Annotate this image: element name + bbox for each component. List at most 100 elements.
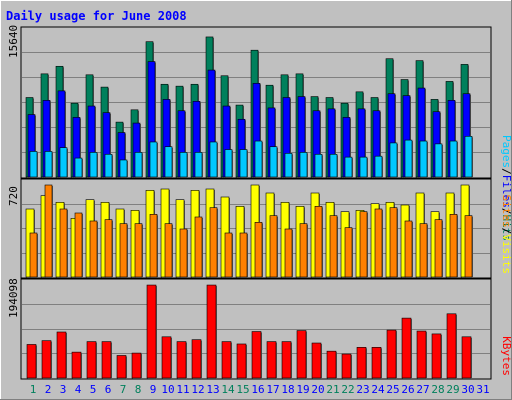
pages-bar-day-27 (419, 140, 428, 178)
kbytes-bar-day-8 (131, 352, 142, 379)
kbytes-bar-day-24 (371, 347, 382, 379)
pages-bar-day-12 (194, 152, 203, 178)
x-tick-label-day-2: 2 (45, 383, 52, 396)
pages-bar-day-3 (59, 147, 68, 178)
pages-bar-day-18 (284, 153, 293, 178)
x-tick-label-day-9: 9 (150, 383, 157, 396)
sites-bar-day-10 (164, 223, 173, 278)
sites-bar-day-20 (314, 206, 323, 278)
kbytes-bar-day-5 (86, 341, 97, 379)
x-tick-label-day-1: 1 (30, 383, 37, 396)
pages-bar-day-15 (239, 149, 248, 178)
sites-bar-day-13 (209, 207, 218, 278)
pages-bar-day-21 (329, 153, 338, 178)
x-tick-label-day-25: 25 (386, 383, 399, 396)
panel-hits (20, 26, 492, 179)
ylabel-hits-files: Files (500, 175, 512, 208)
pages-bar-day-8 (134, 152, 143, 178)
sites-bar-day-1 (29, 232, 38, 278)
sites-bar-day-7 (119, 223, 128, 278)
pages-bar-day-11 (179, 152, 188, 178)
x-tick-labels: 1 2 3 4 5 6 7 8 9 10 11 12 13 14 15 16 17 18 19 20 21 22 23 24 2… (30, 383, 490, 396)
pages-bar-day-22 (344, 156, 353, 178)
kbytes-bar-day-4 (71, 351, 82, 379)
kbytes-bar-day-23 (356, 347, 367, 379)
sites-bar-day-14 (224, 232, 233, 278)
x-tick-label-day-7: 7 (120, 383, 127, 396)
pages-bar-day-5 (89, 152, 98, 178)
x-tick-label-day-26: 26 (401, 383, 414, 396)
sites-bar-day-22 (344, 227, 353, 278)
kbytes-bar-day-27 (416, 330, 427, 379)
sites-bar-day-12 (194, 216, 203, 278)
x-tick-label-day-21: 21 (326, 383, 339, 396)
pages-bar-day-26 (404, 139, 413, 178)
kbytes-bar-day-13 (206, 284, 217, 379)
ylabel-visits-visits: Visits (500, 234, 512, 274)
sites-bar-day-11 (179, 228, 188, 278)
kbytes-bar-day-29 (446, 313, 457, 379)
sites-bar-day-26 (404, 220, 413, 278)
x-tick-label-day-13: 13 (206, 383, 219, 396)
kbytes-bar-day-20 (311, 342, 322, 379)
kbytes-bar-day-10 (161, 336, 172, 379)
pages-bar-day-23 (359, 156, 368, 178)
pages-bar-day-13 (209, 141, 218, 178)
sites-bar-day-17 (269, 215, 278, 278)
ylabel-hits-slash-1: / (500, 168, 512, 175)
pages-bar-day-25 (389, 142, 398, 178)
kbytes-bar-day-11 (176, 341, 187, 379)
sites-bar-day-30 (464, 215, 473, 278)
sites-bar-day-23 (359, 211, 368, 278)
y-tick-label-visits: 720 (7, 186, 20, 206)
sites-bar-day-6 (104, 219, 113, 278)
sites-bar-day-4 (74, 212, 83, 278)
ylabel-kbytes: KBytes (500, 336, 512, 376)
kbytes-bar-day-26 (401, 317, 412, 379)
x-tick-label-day-28: 28 (431, 383, 444, 396)
ylabel-kbytes-text: KBytes (500, 336, 512, 376)
x-tick-label-day-18: 18 (281, 383, 294, 396)
pages-bar-day-14 (224, 149, 233, 178)
chart-title: Daily usage for June 2008 (6, 9, 187, 23)
sites-bar-day-2 (44, 184, 53, 278)
sites-bar-day-28 (434, 219, 443, 278)
ylabel-hits: Pages/Files/Hits (500, 135, 512, 241)
pages-bar-day-6 (104, 153, 113, 178)
sites-bar-day-25 (389, 207, 398, 278)
kbytes-bar-day-22 (341, 353, 352, 379)
x-tick-label-day-24: 24 (371, 383, 385, 396)
sites-bar-day-19 (299, 223, 308, 278)
x-tick-label-day-15: 15 (236, 383, 249, 396)
x-tick-label-day-31: 31 (476, 383, 489, 396)
ylabel-hits-pages: Pages (500, 135, 512, 168)
x-tick-label-day-22: 22 (341, 383, 354, 396)
sites-bar-day-21 (329, 215, 338, 278)
pages-bar-day-30 (464, 136, 473, 178)
ylabel-hits-hits: Hits (500, 215, 512, 242)
ylabel-visits-sites: Sites (500, 195, 512, 228)
x-tick-label-day-3: 3 (60, 383, 67, 396)
y-tick-label-kbytes: 194098 (7, 278, 20, 318)
x-tick-label-day-14: 14 (221, 383, 235, 396)
pages-bar-day-2 (44, 151, 53, 178)
pages-bar-day-7 (119, 159, 128, 178)
ylabel-hits-slash-2: / (500, 208, 512, 215)
x-tick-label-day-17: 17 (266, 383, 279, 396)
x-tick-label-day-20: 20 (311, 383, 324, 396)
x-tick-label-day-27: 27 (416, 383, 429, 396)
x-tick-label-day-29: 29 (446, 383, 459, 396)
kbytes-bar-day-12 (191, 339, 202, 379)
sites-bar-day-18 (284, 228, 293, 278)
kbytes-bar-day-19 (296, 330, 307, 379)
kbytes-bar-day-18 (281, 341, 292, 379)
pages-bar-day-24 (374, 155, 383, 178)
kbytes-bar-day-16 (251, 331, 262, 379)
x-tick-label-day-11: 11 (176, 383, 189, 396)
sites-bar-day-15 (239, 232, 248, 278)
pages-bar-day-17 (269, 146, 278, 178)
kbytes-bar-day-30 (461, 336, 472, 379)
pages-bar-day-4 (74, 157, 83, 178)
sites-bar-day-29 (449, 214, 458, 278)
